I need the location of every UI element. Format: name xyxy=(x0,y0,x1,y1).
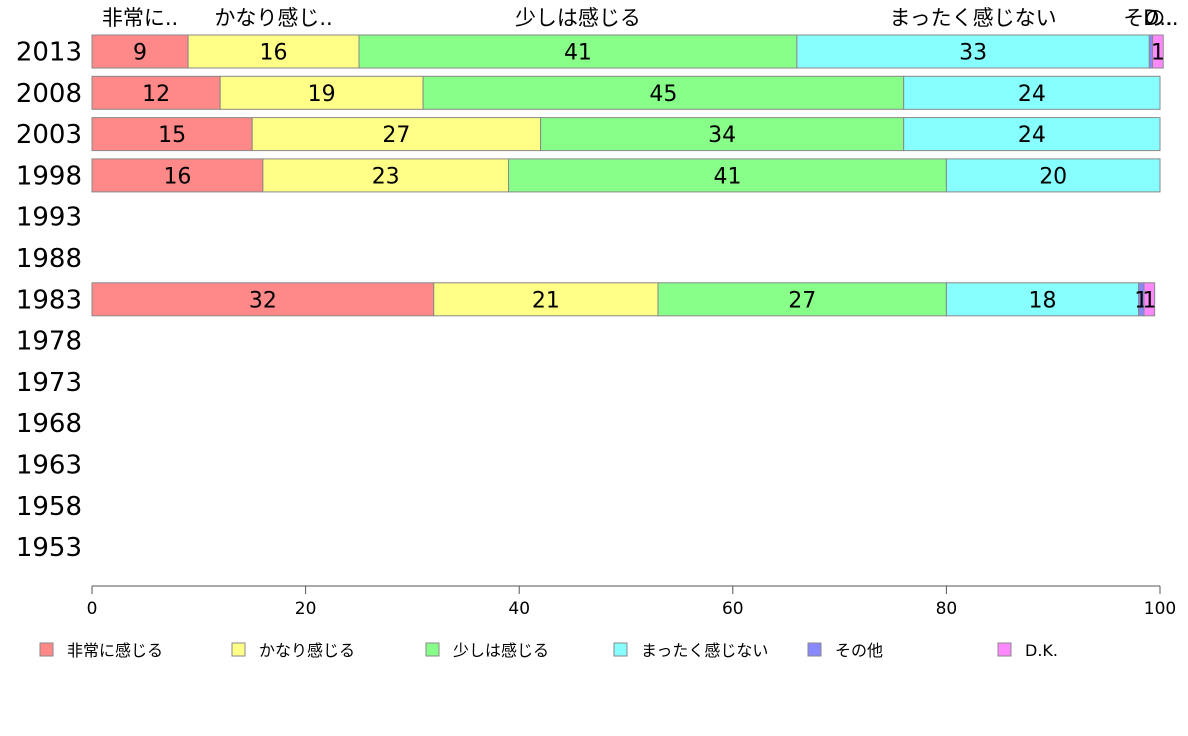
legend-label-3: まったく感じない xyxy=(641,641,768,660)
data-label-2008-2: 45 xyxy=(649,82,677,107)
data-label-1983-2: 27 xyxy=(788,288,816,313)
year-label-2013: 2013 xyxy=(16,38,82,68)
bar-segment-1998-0 xyxy=(91,158,264,193)
data-label-1983-1: 21 xyxy=(532,288,560,313)
year-label-1968: 1968 xyxy=(16,409,82,439)
bar-segment-2003-2 xyxy=(540,117,905,152)
data-label-2008-0: 12 xyxy=(142,82,170,107)
year-label-1983: 1983 xyxy=(16,285,82,315)
bar-segment-1998-2 xyxy=(508,158,947,193)
bar-segment-2013-3 xyxy=(796,34,1150,69)
bar-segment-2013-5 xyxy=(1152,34,1164,69)
bar-segment-2008-2 xyxy=(422,75,905,110)
data-label-1998-3: 20 xyxy=(1039,164,1067,189)
data-label-1998-0: 16 xyxy=(163,164,191,189)
bar-segment-2003-0 xyxy=(91,117,253,152)
year-label-1993: 1993 xyxy=(16,203,82,233)
data-label-1983-5: 1 xyxy=(1142,288,1156,313)
top-series-label-1: かなり感じ.. xyxy=(214,6,332,30)
data-label-1983-0: 32 xyxy=(249,288,277,313)
x-tick-label-20: 20 xyxy=(295,599,317,619)
data-label-2003-0: 15 xyxy=(158,123,186,148)
data-label-2013-5: 1 xyxy=(1151,41,1165,66)
data-label-1983-3: 18 xyxy=(1029,288,1057,313)
data-label-2003-1: 27 xyxy=(382,123,410,148)
x-tick-label-0: 0 xyxy=(87,599,98,619)
legend-swatch-1 xyxy=(231,642,246,657)
year-label-1978: 1978 xyxy=(16,327,82,357)
data-label-2008-1: 19 xyxy=(308,82,336,107)
x-tick-label-80: 80 xyxy=(936,599,958,619)
bar-segment-1998-3 xyxy=(945,158,1161,193)
top-series-label-5: D.. xyxy=(1143,6,1173,30)
data-label-1998-2: 41 xyxy=(713,164,741,189)
year-label-2003: 2003 xyxy=(16,120,82,150)
legend-swatch-5 xyxy=(997,642,1012,657)
legend-swatch-3 xyxy=(613,642,628,657)
data-label-1998-1: 23 xyxy=(372,164,400,189)
bar-segment-2013-0 xyxy=(91,34,189,69)
x-tick-label-40: 40 xyxy=(508,599,530,619)
year-label-1953: 1953 xyxy=(16,533,82,563)
year-label-1973: 1973 xyxy=(16,368,82,398)
legend-label-0: 非常に感じる xyxy=(67,641,163,660)
bar-segment-2008-0 xyxy=(91,75,221,110)
year-label-1958: 1958 xyxy=(16,492,82,522)
data-label-2013-3: 33 xyxy=(959,41,987,66)
legend-label-4: その他 xyxy=(835,641,883,660)
top-series-label-0: 非常に.. xyxy=(102,6,178,30)
top-series-label-3: まったく感じない xyxy=(890,6,1057,30)
legend-swatch-4 xyxy=(807,642,822,657)
year-label-1998: 1998 xyxy=(16,161,82,191)
bar-segment-1998-1 xyxy=(262,158,510,193)
data-label-2013-2: 41 xyxy=(564,41,592,66)
year-label-1988: 1988 xyxy=(16,244,82,274)
legend-label-1: かなり感じる xyxy=(259,641,355,660)
data-label-2003-3: 24 xyxy=(1018,123,1046,148)
top-series-label-4: その.. xyxy=(1123,6,1178,30)
bar-segment-2013-2 xyxy=(358,34,798,69)
bar-segment-2003-1 xyxy=(251,117,542,152)
x-tick-label-100: 100 xyxy=(1144,599,1176,619)
legend-swatch-0 xyxy=(39,642,54,657)
data-label-2013-1: 16 xyxy=(260,41,288,66)
bar-segment-2003-3 xyxy=(903,117,1161,152)
year-label-2008: 2008 xyxy=(16,79,82,109)
top-series-label-2: 少しは感じる xyxy=(515,6,641,30)
bar-segment-2008-3 xyxy=(903,75,1161,110)
legend-swatch-2 xyxy=(425,642,440,657)
bar-segment-2013-1 xyxy=(187,34,360,69)
bar-segment-1983-0 xyxy=(91,282,435,317)
bar-segment-2008-1 xyxy=(219,75,424,110)
legend-label-2: 少しは感じる xyxy=(453,641,549,660)
data-label-2008-3: 24 xyxy=(1018,82,1046,107)
bar-segment-1983-5 xyxy=(1143,282,1156,317)
data-label-2013-0: 9 xyxy=(133,41,147,66)
x-tick-label-60: 60 xyxy=(722,599,744,619)
data-label-2003-2: 34 xyxy=(708,123,736,148)
year-label-1963: 1963 xyxy=(16,451,82,481)
legend-label-5: D.K. xyxy=(1025,641,1058,660)
bar-segment-1983-3 xyxy=(945,282,1140,317)
bar-segment-1983-2 xyxy=(657,282,947,317)
